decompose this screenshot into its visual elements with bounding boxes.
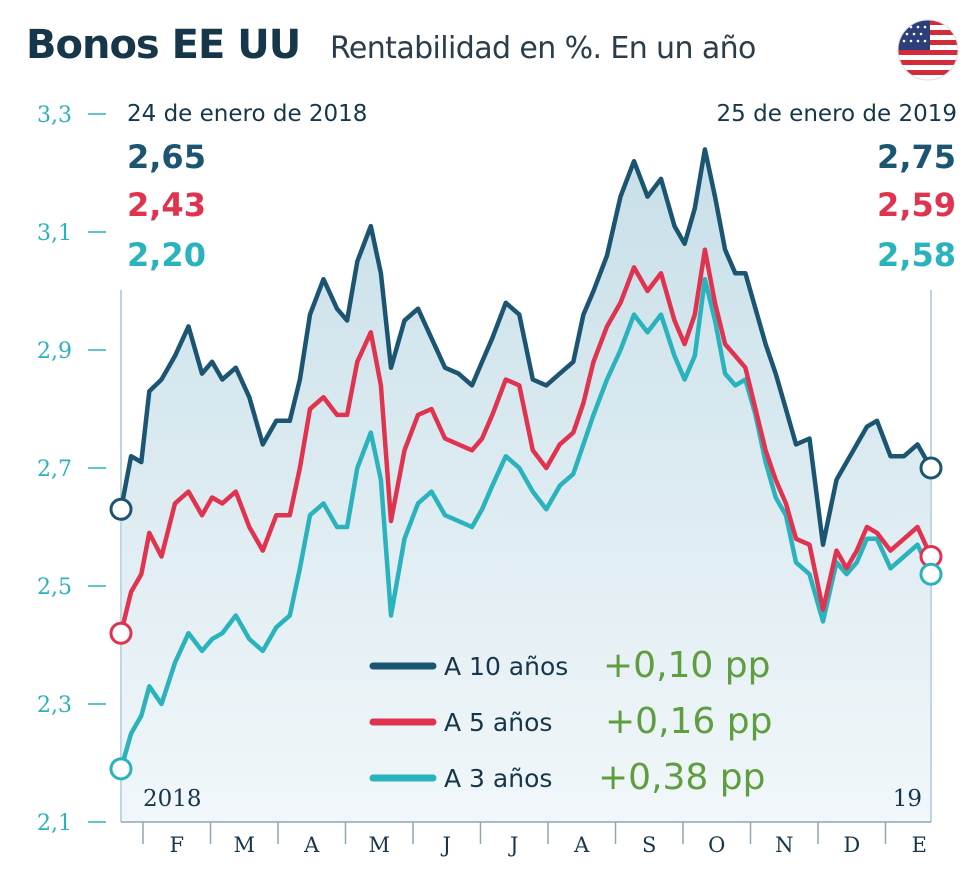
series-line-y5 xyxy=(118,247,934,636)
start-date: 24 de enero de 2018 xyxy=(127,101,367,127)
x-tick-label: E xyxy=(912,833,927,857)
start-marker-y5 xyxy=(109,621,133,645)
y-tick-label: 2,9 xyxy=(37,339,72,364)
x-tick-label: O xyxy=(708,833,725,857)
x-tick-label: A xyxy=(303,833,320,857)
start-marker-y10 xyxy=(109,497,133,521)
x-tick-label: F xyxy=(169,833,184,857)
y-tick-label: 2,7 xyxy=(37,457,72,482)
chart-title: Bonos EE UU xyxy=(26,22,300,68)
year-start-label: 2018 xyxy=(143,786,202,812)
us-flag-icon xyxy=(897,19,959,81)
x-tick-label: N xyxy=(775,833,793,857)
legend-change-5y: +0,16 pp xyxy=(605,701,772,742)
y-tick-label: 2,1 xyxy=(37,811,72,836)
legend-label-10y: A 10 años xyxy=(444,652,568,681)
series-line-y3 xyxy=(118,276,934,772)
legend: A 10 años +0,10 pp A 5 años +0,16 pp A 3… xyxy=(369,645,772,798)
y-tick-label: 2,5 xyxy=(37,575,72,600)
legend-label-3y: A 3 años xyxy=(444,764,552,793)
y-tick-label: 3,1 xyxy=(37,221,72,246)
x-tick-label: J xyxy=(441,833,451,857)
x-tick-label: S xyxy=(642,833,656,857)
x-tick-label: M xyxy=(233,833,255,857)
x-tick-label: A xyxy=(573,833,590,857)
end-value-10y: 2,75 xyxy=(877,138,956,176)
end-marker-y3 xyxy=(919,562,943,586)
end-value-3y: 2,58 xyxy=(877,236,956,274)
start-marker-y3 xyxy=(109,757,133,781)
x-tick-label: M xyxy=(368,833,390,857)
end-marker-y10 xyxy=(919,456,943,480)
area-layer xyxy=(121,149,931,822)
legend-change-3y: +0,38 pp xyxy=(598,757,765,798)
end-date: 25 de enero de 2019 xyxy=(717,101,957,127)
chart-subtitle: Rentabilidad en %. En un año xyxy=(330,31,756,66)
series-line-y10 xyxy=(118,147,934,547)
endpoint-markers xyxy=(109,456,943,781)
y-tick-label: 2,3 xyxy=(37,693,72,718)
start-value-5y: 2,43 xyxy=(127,186,206,224)
end-value-5y: 2,59 xyxy=(877,186,956,224)
x-tick-label: J xyxy=(508,833,518,857)
x-tick-label: D xyxy=(843,833,860,857)
series-lines xyxy=(118,147,934,772)
start-value-10y: 2,65 xyxy=(127,138,206,176)
legend-change-10y: +0,10 pp xyxy=(603,645,770,686)
start-value-3y: 2,20 xyxy=(127,236,206,274)
area-fill-10y xyxy=(121,149,931,822)
legend-label-5y: A 5 años xyxy=(444,708,552,737)
year-end-label: 19 xyxy=(893,786,922,812)
y-tick-label: 3,3 xyxy=(37,103,72,128)
